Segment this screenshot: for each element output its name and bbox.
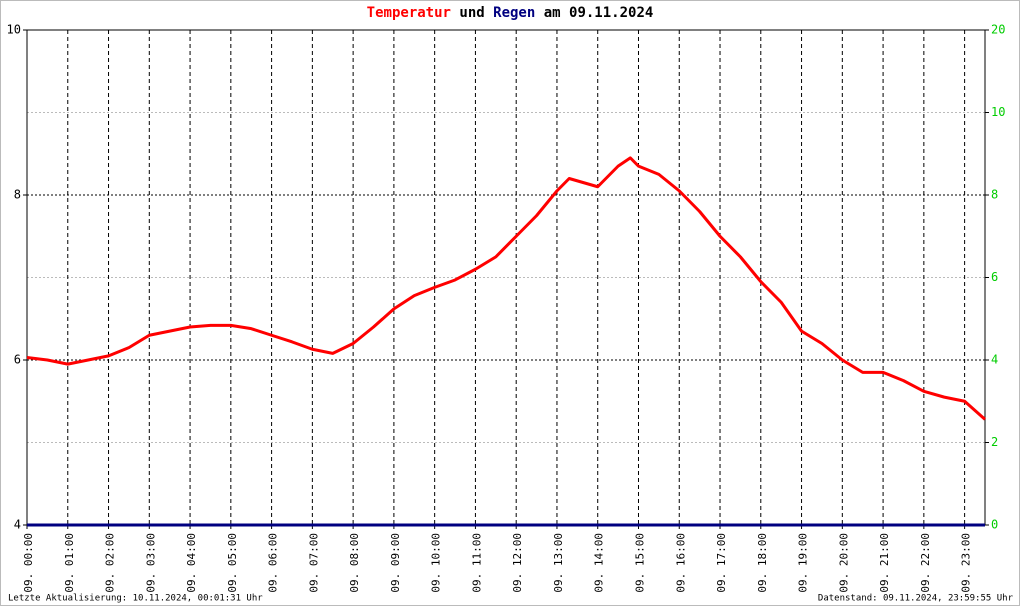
x-tick-label: 09. 17:00: [715, 533, 728, 593]
title-join: und: [459, 5, 484, 21]
x-tick-label: 09. 06:00: [267, 533, 280, 593]
x-tick-label: 09. 13:00: [552, 533, 565, 593]
x-tick-label: 09. 20:00: [837, 533, 850, 593]
y-tick-label: 8: [14, 188, 21, 202]
legend-entry: Regen: [493, 5, 535, 21]
x-tick-label: 09. 08:00: [348, 533, 361, 593]
chart-title: Temperatur und Regen am 09.11.2024: [367, 5, 654, 21]
y-tick-label: 6: [14, 353, 21, 367]
y-tick-label: 10: [7, 23, 21, 37]
y2-tick-label: 8: [991, 188, 998, 202]
x-tick-label: 09. 14:00: [593, 533, 606, 593]
x-tick-label: 09. 07:00: [307, 533, 320, 593]
footer-right: Datenstand: 09.11.2024, 23:59:55 Uhr: [818, 594, 1014, 604]
x-tick-label: 09. 12:00: [511, 533, 524, 593]
x-tick-label: 09. 18:00: [756, 533, 769, 593]
y2-tick-label: 2: [991, 435, 998, 449]
x-tick-label: 09. 04:00: [185, 533, 198, 593]
y2-tick-label: 10: [991, 105, 1005, 119]
x-tick-label: 09. 05:00: [226, 533, 239, 593]
x-tick-label: 09. 21:00: [878, 533, 891, 593]
title-date: am 09.11.2024: [544, 5, 654, 21]
x-tick-label: 09. 01:00: [63, 533, 76, 593]
x-tick-label: 09. 10:00: [430, 533, 443, 593]
legend-entry: Temperatur: [367, 5, 451, 21]
y2-tick-label: 0: [991, 518, 998, 532]
y2-tick-label: 6: [991, 270, 998, 284]
footer-left: Letzte Aktualisierung: 10.11.2024, 00:01…: [8, 594, 263, 604]
x-tick-label: 09. 02:00: [104, 533, 117, 593]
x-tick-label: 09. 15:00: [633, 533, 646, 593]
x-tick-label: 09. 03:00: [144, 533, 157, 593]
x-tick-label: 09. 16:00: [674, 533, 687, 593]
x-tick-label: 09. 22:00: [919, 533, 932, 593]
x-tick-label: 09. 19:00: [797, 533, 810, 593]
x-tick-label: 09. 00:00: [22, 533, 35, 593]
y2-tick-label: 4: [991, 353, 998, 367]
y-tick-label: 4: [14, 518, 21, 532]
x-tick-label: 09. 09:00: [389, 533, 402, 593]
x-tick-label: 09. 11:00: [470, 533, 483, 593]
data-line: [26, 156, 986, 421]
y2-tick-label: 20: [991, 23, 1005, 37]
x-tick-label: 09. 23:00: [960, 533, 973, 593]
